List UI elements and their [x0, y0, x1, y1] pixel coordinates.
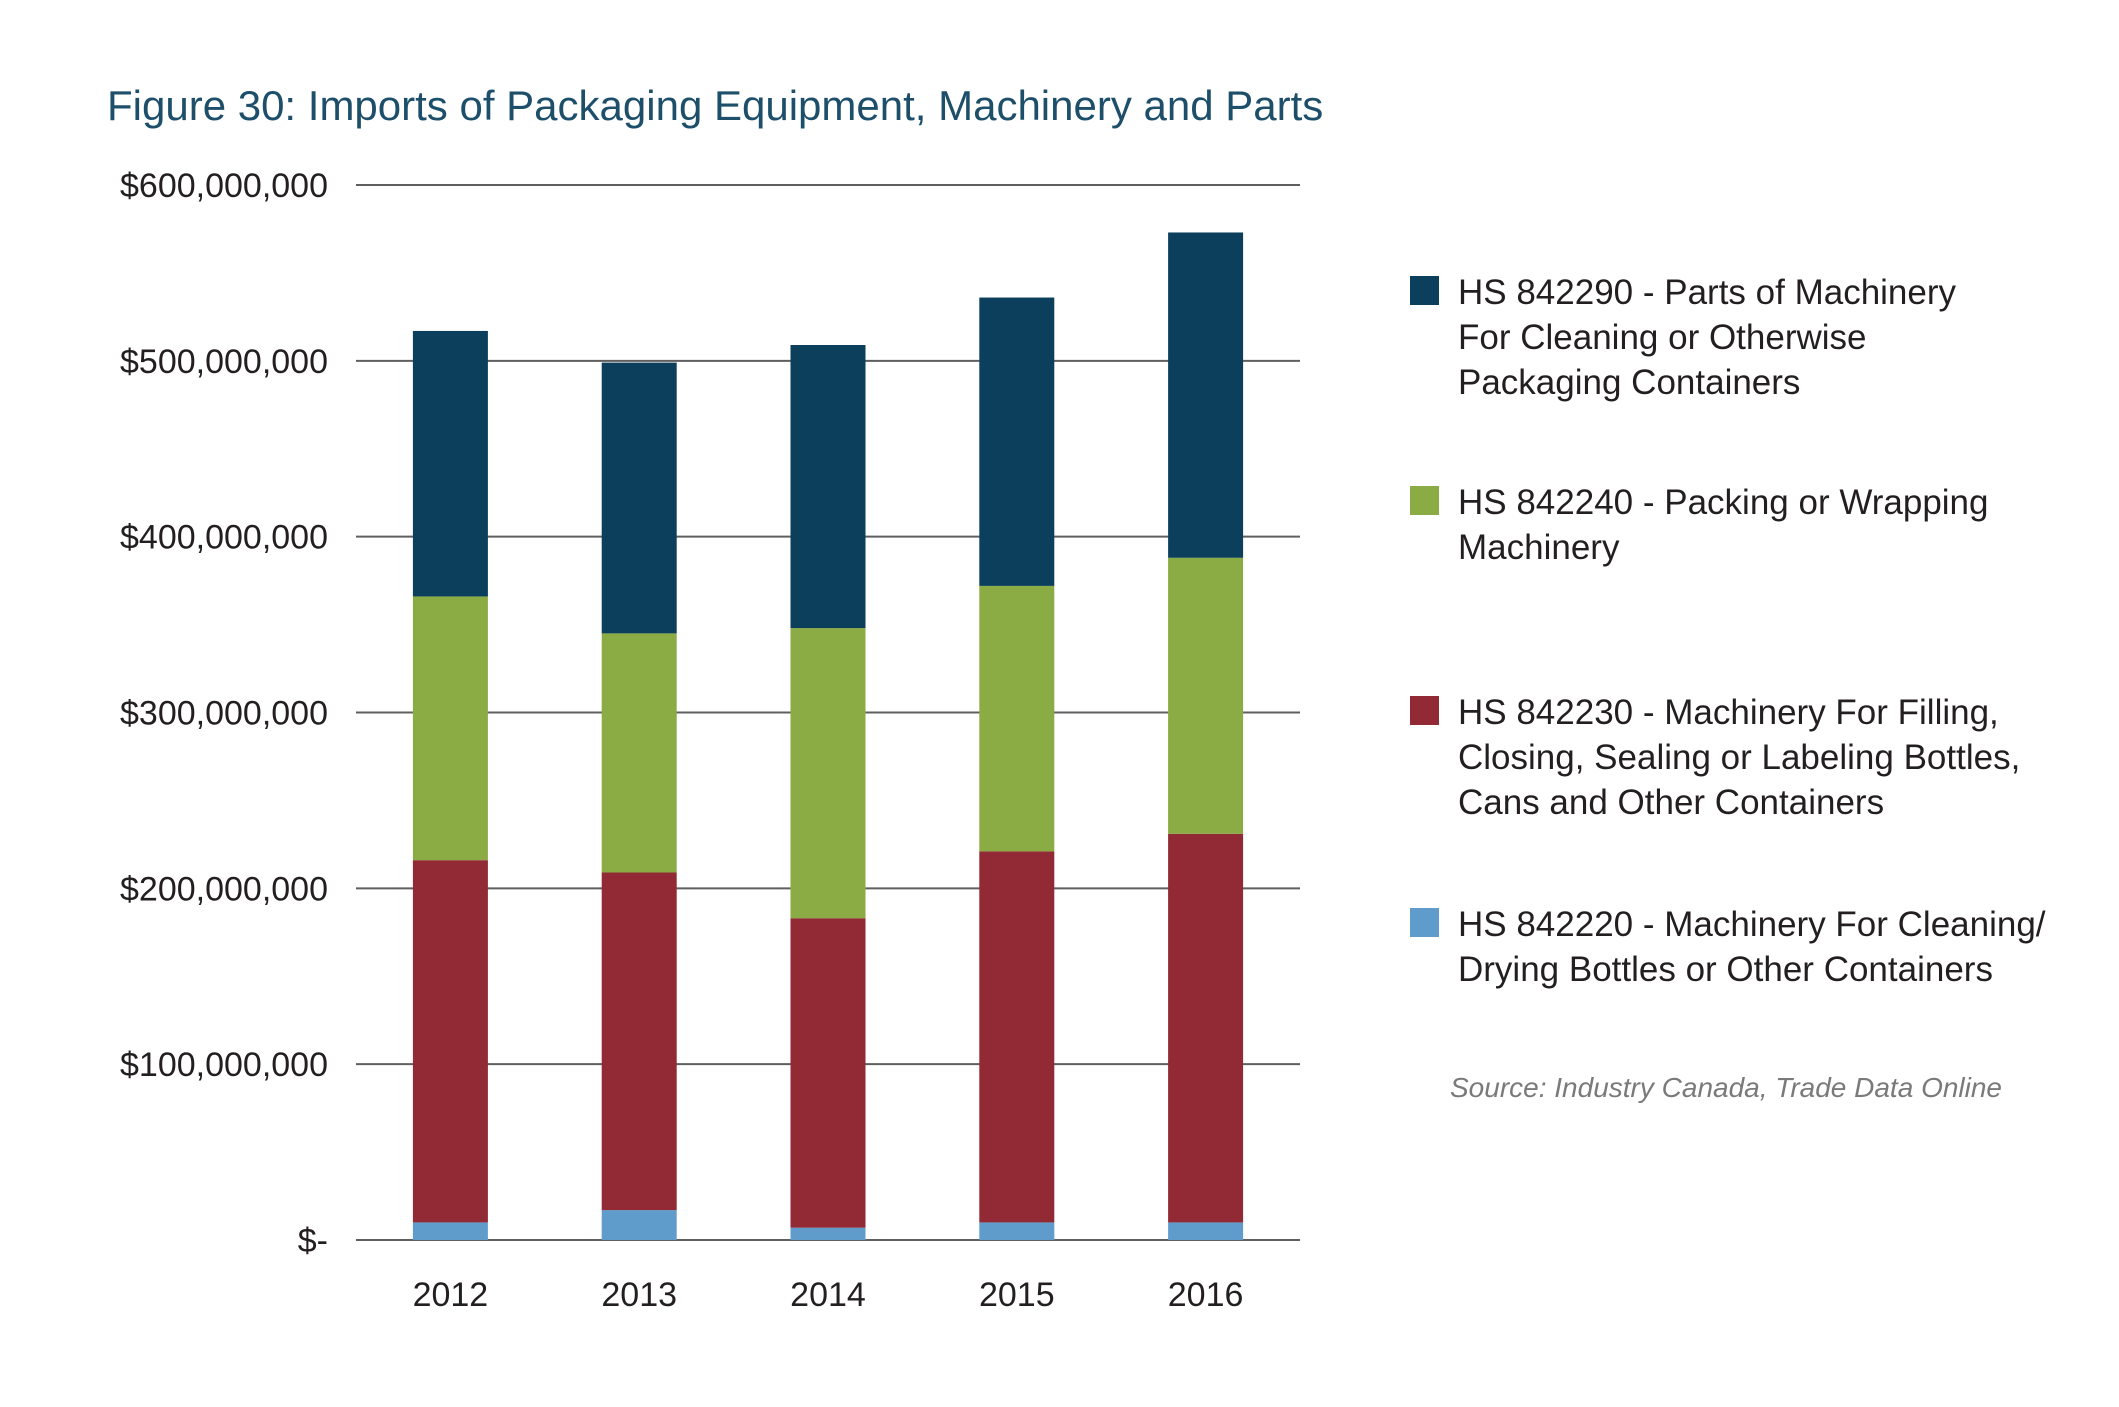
y-tick-label: $500,000,000: [120, 343, 328, 381]
x-tick-label: 2016: [1168, 1276, 1244, 1314]
bars: [412, 232, 1244, 1240]
bar-segment-2014-series-2: [790, 628, 866, 919]
bar-segment-2014-series-1: [790, 918, 866, 1228]
bar-segment-2012-series-0: [412, 1222, 488, 1240]
x-tick-label: 2013: [601, 1276, 677, 1314]
y-tick-label: $-: [298, 1222, 328, 1260]
bar-segment-2013-series-1: [601, 872, 677, 1211]
y-tick-label: $600,000,000: [120, 167, 328, 205]
legend-swatch: [1410, 908, 1439, 937]
bar-segment-2013-series-2: [601, 633, 677, 873]
bar-segment-2015-series-3: [979, 297, 1055, 586]
x-tick-label: 2012: [413, 1276, 489, 1314]
bar-segment-2012-series-3: [412, 330, 488, 597]
bar-segment-2012-series-1: [412, 860, 488, 1223]
x-tick-label: 2015: [979, 1276, 1055, 1314]
bar-segment-2016-series-1: [1168, 833, 1244, 1223]
bar-segment-2013-series-0: [601, 1210, 677, 1240]
legend-swatch: [1410, 696, 1439, 725]
legend-swatch: [1410, 486, 1439, 515]
legend-swatch: [1410, 276, 1439, 305]
legend-label: HS 842230 - Machinery For Filling, Closi…: [1458, 693, 2021, 822]
bar-segment-2015-series-0: [979, 1222, 1055, 1240]
source-note: Source: Industry Canada, Trade Data Onli…: [1450, 1072, 2003, 1103]
bar-segment-2012-series-2: [412, 596, 488, 861]
bar-segment-2014-series-3: [790, 345, 866, 629]
x-axis-tick-labels: 2012 2013 2014 2015 2016: [413, 1276, 1244, 1314]
bar-segment-2015-series-1: [979, 851, 1055, 1223]
bar-segment-2016-series-2: [1168, 557, 1244, 834]
y-tick-label: $300,000,000: [120, 695, 328, 733]
chart-title: Figure 30: Imports of Packaging Equipmen…: [107, 82, 1324, 129]
y-tick-label: $200,000,000: [120, 870, 328, 908]
bar-segment-2016-series-3: [1168, 232, 1244, 558]
bar-segment-2014-series-0: [790, 1227, 866, 1240]
legend-label: HS 842290 - Parts of Machinery For Clean…: [1458, 273, 1957, 402]
y-tick-label: $100,000,000: [120, 1046, 328, 1084]
bar-segment-2013-series-3: [601, 362, 677, 634]
bar-segment-2015-series-2: [979, 585, 1055, 852]
legend-label: HS 842240 - Packing or Wrapping Machiner…: [1458, 483, 1989, 567]
y-axis-tick-labels: $- $100,000,000 $200,000,000 $300,000,000 $4…: [120, 167, 328, 1260]
legend-label: HS 842220 - Machinery For Cleaning/ Dryi…: [1458, 905, 2046, 989]
y-tick-label: $400,000,000: [120, 519, 328, 557]
bar-segment-2016-series-0: [1168, 1222, 1244, 1240]
x-tick-label: 2014: [790, 1276, 866, 1314]
